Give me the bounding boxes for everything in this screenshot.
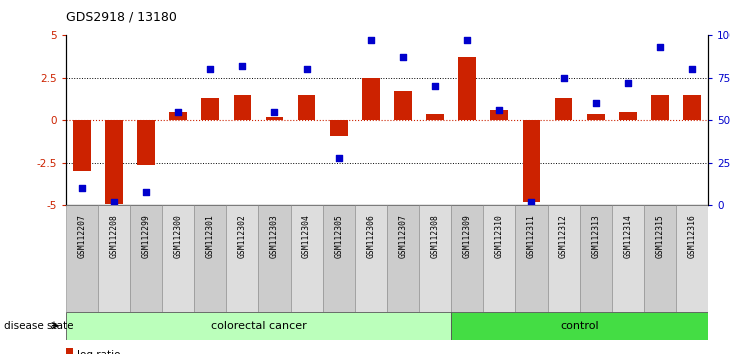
Bar [426, 114, 444, 120]
Text: control: control [561, 321, 599, 331]
Point [140, 189, 152, 195]
Bar [491, 110, 508, 120]
Point [622, 80, 634, 86]
Text: GSM112303: GSM112303 [270, 214, 279, 258]
Bar [162, 205, 194, 312]
Bar [258, 205, 291, 312]
Bar [226, 205, 258, 312]
Bar [483, 205, 515, 312]
Point [204, 67, 216, 72]
Point [269, 109, 280, 115]
Text: GSM112306: GSM112306 [366, 214, 375, 258]
Bar [266, 117, 283, 120]
Bar [451, 205, 483, 312]
Bar [73, 120, 91, 171]
Point [654, 45, 666, 50]
Bar [130, 205, 162, 312]
Bar [169, 112, 187, 120]
Text: GSM112299: GSM112299 [142, 214, 150, 258]
Bar [619, 112, 637, 120]
Text: GDS2918 / 13180: GDS2918 / 13180 [66, 11, 177, 24]
Text: GSM112313: GSM112313 [591, 214, 600, 258]
Bar [394, 91, 412, 120]
Text: GSM112305: GSM112305 [334, 214, 343, 258]
Text: GSM112302: GSM112302 [238, 214, 247, 258]
Text: GSM112307: GSM112307 [399, 214, 407, 258]
Text: GSM112315: GSM112315 [656, 214, 664, 258]
Text: colorectal cancer: colorectal cancer [210, 321, 307, 331]
Bar [98, 205, 130, 312]
Text: GSM112312: GSM112312 [559, 214, 568, 258]
Point [461, 38, 473, 43]
Bar [66, 205, 98, 312]
Bar [651, 95, 669, 120]
Bar [234, 95, 251, 120]
Bar [323, 205, 355, 312]
Text: GSM112308: GSM112308 [431, 214, 439, 258]
Point [76, 185, 88, 191]
Text: GSM112301: GSM112301 [206, 214, 215, 258]
Text: GSM112309: GSM112309 [463, 214, 472, 258]
Text: GSM112207: GSM112207 [77, 214, 86, 258]
Bar [362, 78, 380, 120]
Bar [515, 205, 548, 312]
Text: disease state: disease state [4, 321, 73, 331]
Point [429, 84, 441, 89]
Bar [676, 205, 708, 312]
Bar [355, 205, 387, 312]
Bar [458, 57, 476, 120]
Bar [291, 205, 323, 312]
Bar [387, 205, 419, 312]
Point [493, 107, 505, 113]
Bar [523, 120, 540, 202]
Point [333, 155, 345, 161]
Point [301, 67, 312, 72]
Point [590, 101, 602, 106]
Text: GSM112300: GSM112300 [174, 214, 182, 258]
Bar [451, 312, 708, 340]
Bar [66, 348, 73, 354]
Point [526, 199, 537, 205]
Text: GSM112316: GSM112316 [688, 214, 696, 258]
Text: GSM112310: GSM112310 [495, 214, 504, 258]
Bar [419, 205, 451, 312]
Text: GSM112208: GSM112208 [110, 214, 118, 258]
Point [686, 67, 698, 72]
Bar [644, 205, 676, 312]
Bar [580, 205, 612, 312]
Bar [555, 98, 572, 120]
Point [108, 199, 120, 205]
Text: GSM112314: GSM112314 [623, 214, 632, 258]
Point [237, 63, 248, 69]
Text: GSM112311: GSM112311 [527, 214, 536, 258]
Point [365, 38, 377, 43]
Bar [66, 312, 451, 340]
Bar [612, 205, 644, 312]
Bar [201, 98, 219, 120]
Text: GSM112304: GSM112304 [302, 214, 311, 258]
Point [172, 109, 184, 115]
Bar [137, 120, 155, 165]
Point [558, 75, 569, 81]
Bar [683, 95, 701, 120]
Point [397, 55, 409, 60]
Bar [298, 95, 315, 120]
Text: log ratio: log ratio [77, 350, 120, 354]
Bar [548, 205, 580, 312]
Bar [105, 120, 123, 204]
Bar [330, 120, 347, 136]
Bar [587, 114, 604, 120]
Bar [194, 205, 226, 312]
